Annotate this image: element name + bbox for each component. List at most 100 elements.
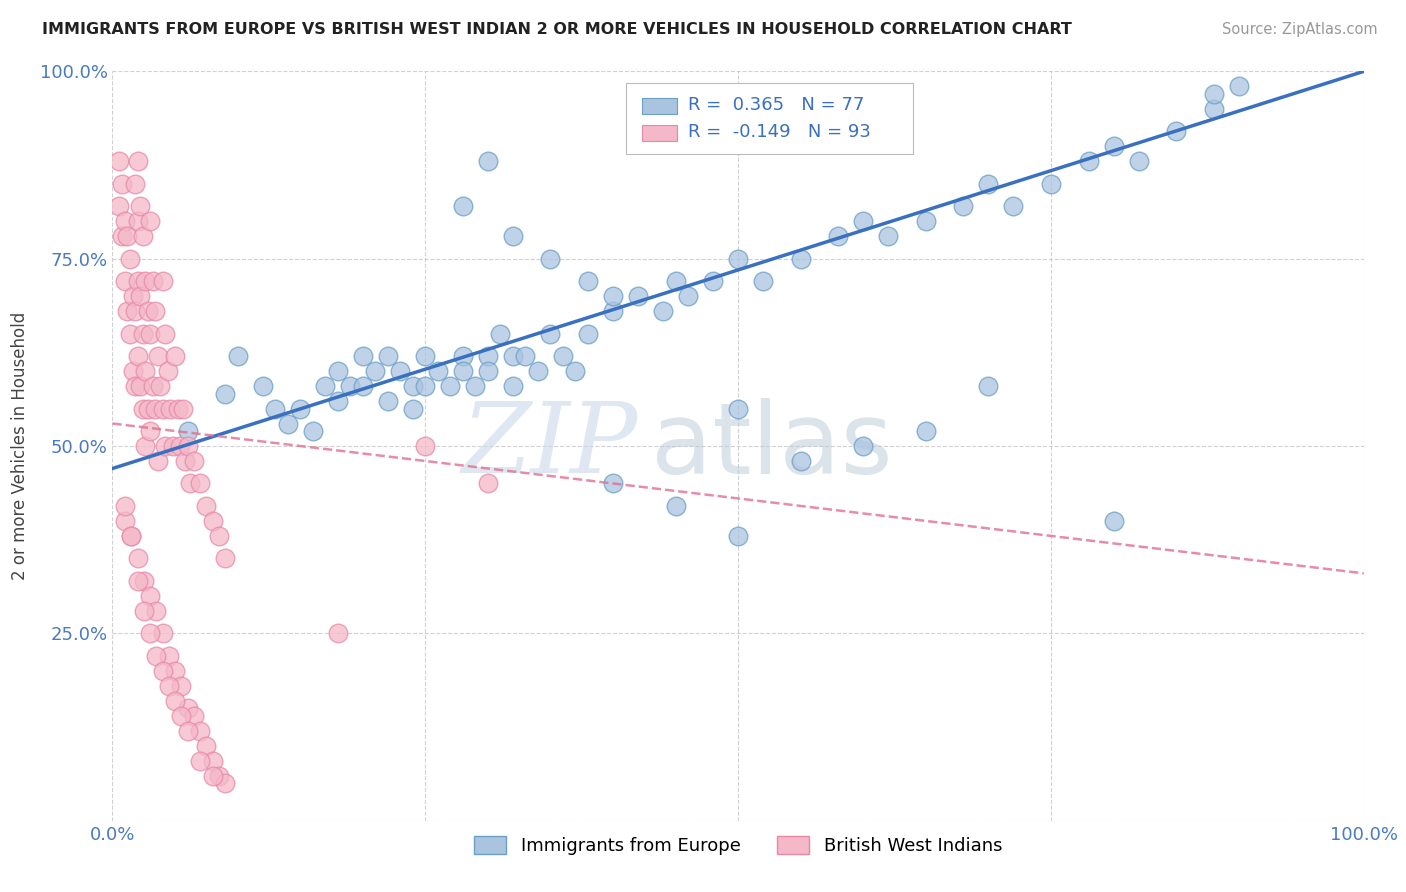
Point xyxy=(188,754,211,768)
Point xyxy=(166,401,188,416)
Point xyxy=(852,214,875,228)
Point xyxy=(1102,514,1125,528)
Point xyxy=(652,304,675,318)
Point xyxy=(163,664,186,678)
Point xyxy=(152,664,174,678)
Point xyxy=(977,177,1000,191)
Point xyxy=(952,199,974,213)
Point xyxy=(1002,199,1025,213)
Point xyxy=(159,401,181,416)
Point xyxy=(129,199,152,213)
Point xyxy=(301,424,323,438)
Point xyxy=(120,529,142,543)
Point xyxy=(264,401,287,416)
Point xyxy=(146,349,169,363)
Point xyxy=(752,274,775,288)
Point xyxy=(139,424,162,438)
Point xyxy=(176,723,198,738)
Point xyxy=(176,439,198,453)
Point xyxy=(127,551,149,566)
Point xyxy=(339,379,361,393)
Point xyxy=(326,394,349,409)
Point xyxy=(132,574,155,588)
Point xyxy=(214,386,236,401)
Point xyxy=(145,648,167,663)
Point xyxy=(136,304,159,318)
Point xyxy=(131,229,153,244)
Text: atlas: atlas xyxy=(651,398,893,494)
Point xyxy=(439,379,461,393)
Point xyxy=(277,417,299,431)
Point xyxy=(146,454,169,468)
FancyBboxPatch shape xyxy=(626,83,914,153)
Point xyxy=(201,769,224,783)
Point xyxy=(114,274,136,288)
Point xyxy=(183,454,205,468)
Point xyxy=(176,424,198,438)
Point xyxy=(129,289,152,303)
Point xyxy=(464,379,486,393)
Point xyxy=(1227,79,1250,94)
Point xyxy=(252,379,274,393)
Point xyxy=(163,694,186,708)
Point xyxy=(413,349,436,363)
Point xyxy=(201,754,224,768)
Point xyxy=(413,439,436,453)
Point xyxy=(179,476,201,491)
Text: IMMIGRANTS FROM EUROPE VS BRITISH WEST INDIAN 2 OR MORE VEHICLES IN HOUSEHOLD CO: IMMIGRANTS FROM EUROPE VS BRITISH WEST I… xyxy=(42,22,1071,37)
Point xyxy=(124,177,146,191)
Point xyxy=(153,439,176,453)
Point xyxy=(162,439,184,453)
Point xyxy=(727,529,749,543)
Point xyxy=(127,154,149,169)
Point xyxy=(576,274,599,288)
Point xyxy=(602,304,624,318)
Point xyxy=(827,229,849,244)
Point xyxy=(139,589,162,603)
Point xyxy=(564,364,586,378)
Point xyxy=(170,679,193,693)
Point xyxy=(326,626,349,640)
Point xyxy=(117,229,139,244)
Point xyxy=(426,364,449,378)
Point xyxy=(502,229,524,244)
Point xyxy=(502,379,524,393)
Text: Source: ZipAtlas.com: Source: ZipAtlas.com xyxy=(1222,22,1378,37)
Point xyxy=(377,394,399,409)
Point xyxy=(127,574,149,588)
Point xyxy=(702,274,724,288)
Point xyxy=(1128,154,1150,169)
Point xyxy=(576,326,599,341)
Point xyxy=(152,274,174,288)
Point xyxy=(451,364,474,378)
Point xyxy=(107,154,129,169)
Point xyxy=(117,304,139,318)
Point xyxy=(1202,102,1225,116)
Point xyxy=(727,401,749,416)
Point xyxy=(127,349,149,363)
Point xyxy=(477,364,499,378)
Point xyxy=(141,379,163,393)
Point xyxy=(111,229,134,244)
Point xyxy=(195,739,218,753)
Point xyxy=(156,364,179,378)
Text: R =  0.365   N = 77: R = 0.365 N = 77 xyxy=(688,96,865,114)
Point xyxy=(188,723,211,738)
Point xyxy=(157,679,180,693)
Point xyxy=(208,769,231,783)
Point xyxy=(121,364,143,378)
Point xyxy=(183,708,205,723)
Point xyxy=(120,529,142,543)
Point xyxy=(377,349,399,363)
Point xyxy=(226,349,249,363)
Point xyxy=(153,326,176,341)
Point xyxy=(676,289,699,303)
Point xyxy=(627,289,650,303)
Point xyxy=(141,274,163,288)
Point xyxy=(664,274,686,288)
Point xyxy=(134,439,156,453)
Point xyxy=(139,214,162,228)
Point xyxy=(451,199,474,213)
Point xyxy=(170,708,193,723)
Point xyxy=(134,364,156,378)
